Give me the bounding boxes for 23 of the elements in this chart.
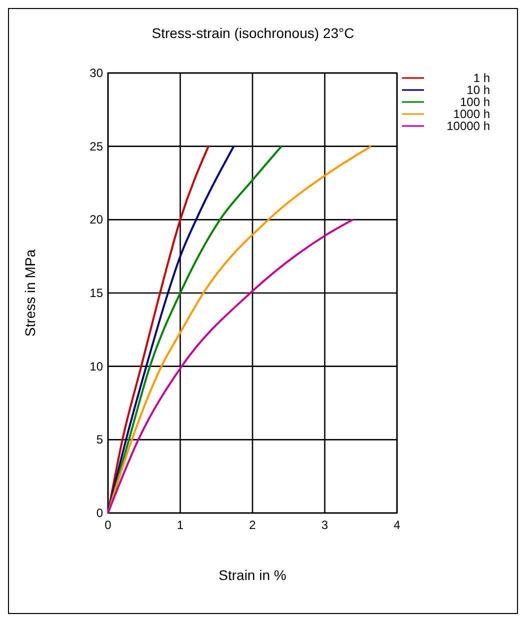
x-tick-label: 3 <box>321 518 328 532</box>
y-tick-label: 25 <box>90 139 104 154</box>
line-series <box>107 218 354 514</box>
x-tick-label: 2 <box>249 518 256 532</box>
text: 100 h <box>460 95 490 109</box>
line-series <box>107 145 210 514</box>
text: 1000 h <box>453 107 490 121</box>
text: 10 h <box>466 83 490 97</box>
chart-title: Stress-strain (isochronous) 23°C <box>152 25 354 41</box>
y-tick-label: 20 <box>90 212 104 227</box>
legend-label: 10000 h <box>446 119 490 133</box>
y-tick-label: 10 <box>90 359 104 374</box>
text: 1 h <box>473 71 490 85</box>
y-tick-label: 15 <box>90 286 104 300</box>
line-series <box>107 145 372 514</box>
x-tick-label: 1 <box>176 518 184 532</box>
y-tick-label: 5 <box>96 432 104 447</box>
y-axis-title: Stress in MPa <box>22 249 38 337</box>
x-tick-label: 0 <box>104 518 112 532</box>
x-tick-label: 4 <box>394 518 401 532</box>
y-tick-label: 0 <box>96 506 104 520</box>
y-tick-label: 30 <box>90 66 104 80</box>
x-axis-title: Strain in % <box>218 567 286 583</box>
